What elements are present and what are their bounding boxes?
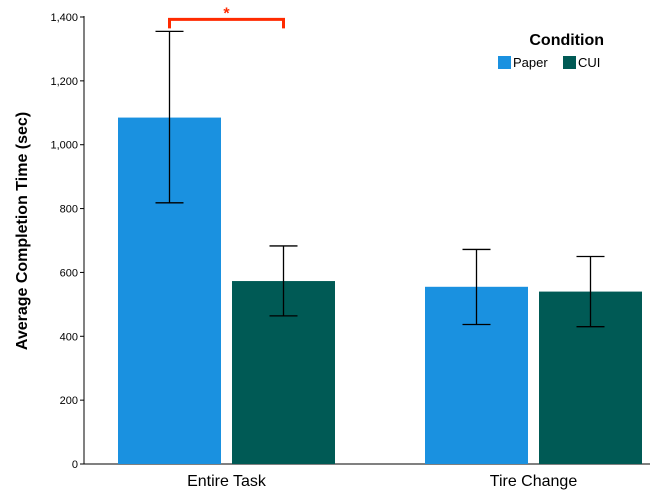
y-axis-title: Average Completion Time (sec) <box>14 112 31 350</box>
legend-label-paper: Paper <box>513 55 548 70</box>
legend: Condition Paper CUI <box>498 32 604 70</box>
x-axis: Entire Task Tire Change <box>84 463 650 490</box>
x-category-label: Entire Task <box>187 473 267 490</box>
error-bars-group <box>155 30 605 328</box>
y-tick-label: 600 <box>60 267 78 279</box>
legend-swatch-paper <box>498 56 511 69</box>
bars-group <box>118 117 642 464</box>
y-tick-label: 200 <box>60 395 78 407</box>
y-tick-label: 1,400 <box>50 12 78 24</box>
y-tick-label: 400 <box>60 331 78 343</box>
y-tick-label: 1,200 <box>50 76 78 88</box>
y-axis: 0 200 400 600 800 1,000 1,200 1,400 <box>50 12 85 471</box>
legend-swatch-cui <box>563 56 576 69</box>
y-tick-label: 0 <box>72 459 78 471</box>
x-category-label: Tire Change <box>490 473 578 490</box>
significance-star: * <box>223 5 230 22</box>
legend-label-cui: CUI <box>578 55 600 70</box>
annotations-group: * <box>168 5 285 29</box>
legend-title: Condition <box>529 32 604 49</box>
y-tick-label: 1,000 <box>50 140 78 152</box>
significance-bracket <box>168 17 285 29</box>
y-tick-label: 800 <box>60 204 78 216</box>
